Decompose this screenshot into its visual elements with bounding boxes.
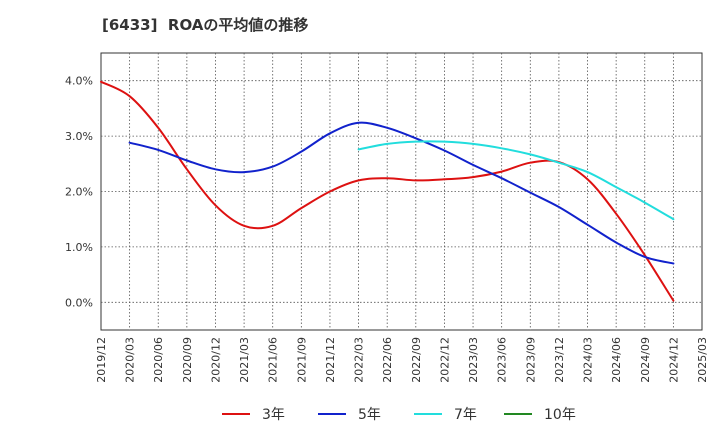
y-tick-label: 3.0% xyxy=(65,130,93,143)
y-tick-label: 2.0% xyxy=(65,186,93,199)
x-tick-label: 2023/09 xyxy=(524,337,537,383)
x-tick-label: 2022/03 xyxy=(353,337,366,383)
x-tick-label: 2020/06 xyxy=(152,337,165,383)
x-tick-label: 2021/03 xyxy=(238,337,251,383)
x-tick-label: 2023/12 xyxy=(553,337,566,383)
y-tick-label: 4.0% xyxy=(65,75,93,88)
plot-area xyxy=(100,52,703,331)
x-tick-label: 2024/12 xyxy=(667,337,680,383)
x-tick-label: 2021/09 xyxy=(295,337,308,383)
x-tick-label: 2022/06 xyxy=(381,337,394,383)
legend-label: 5年 xyxy=(358,407,381,423)
y-tick-label: 0.0% xyxy=(65,296,93,309)
x-tick-label: 2022/12 xyxy=(438,337,451,383)
series-line-1 xyxy=(128,121,675,265)
x-tick-label: 2025/03 xyxy=(696,337,709,383)
x-tick-label: 2022/09 xyxy=(410,337,423,383)
x-tick-label: 2020/09 xyxy=(181,337,194,383)
x-tick-label: 2021/06 xyxy=(267,337,280,383)
y-tick-label: 1.0% xyxy=(65,241,93,254)
series-line-2 xyxy=(357,140,675,221)
x-tick-label: 2023/03 xyxy=(467,337,480,383)
x-tick-label: 2020/03 xyxy=(124,337,137,383)
x-tick-label: 2023/06 xyxy=(496,337,509,383)
x-tick-label: 2024/09 xyxy=(639,337,652,383)
legend-label: 3年 xyxy=(262,407,285,423)
x-tick-label: 2021/12 xyxy=(324,337,337,383)
legend-label: 10年 xyxy=(544,407,576,423)
series-line-0 xyxy=(100,80,675,302)
chart-title: [6433] ROAの平均値の推移 xyxy=(102,16,309,34)
legend-label: 7年 xyxy=(454,407,477,423)
x-tick-label: 2020/12 xyxy=(209,337,222,383)
x-tick-label: 2024/06 xyxy=(610,337,623,383)
x-tick-label: 2019/12 xyxy=(95,337,108,383)
x-tick-label: 2024/03 xyxy=(582,337,595,383)
